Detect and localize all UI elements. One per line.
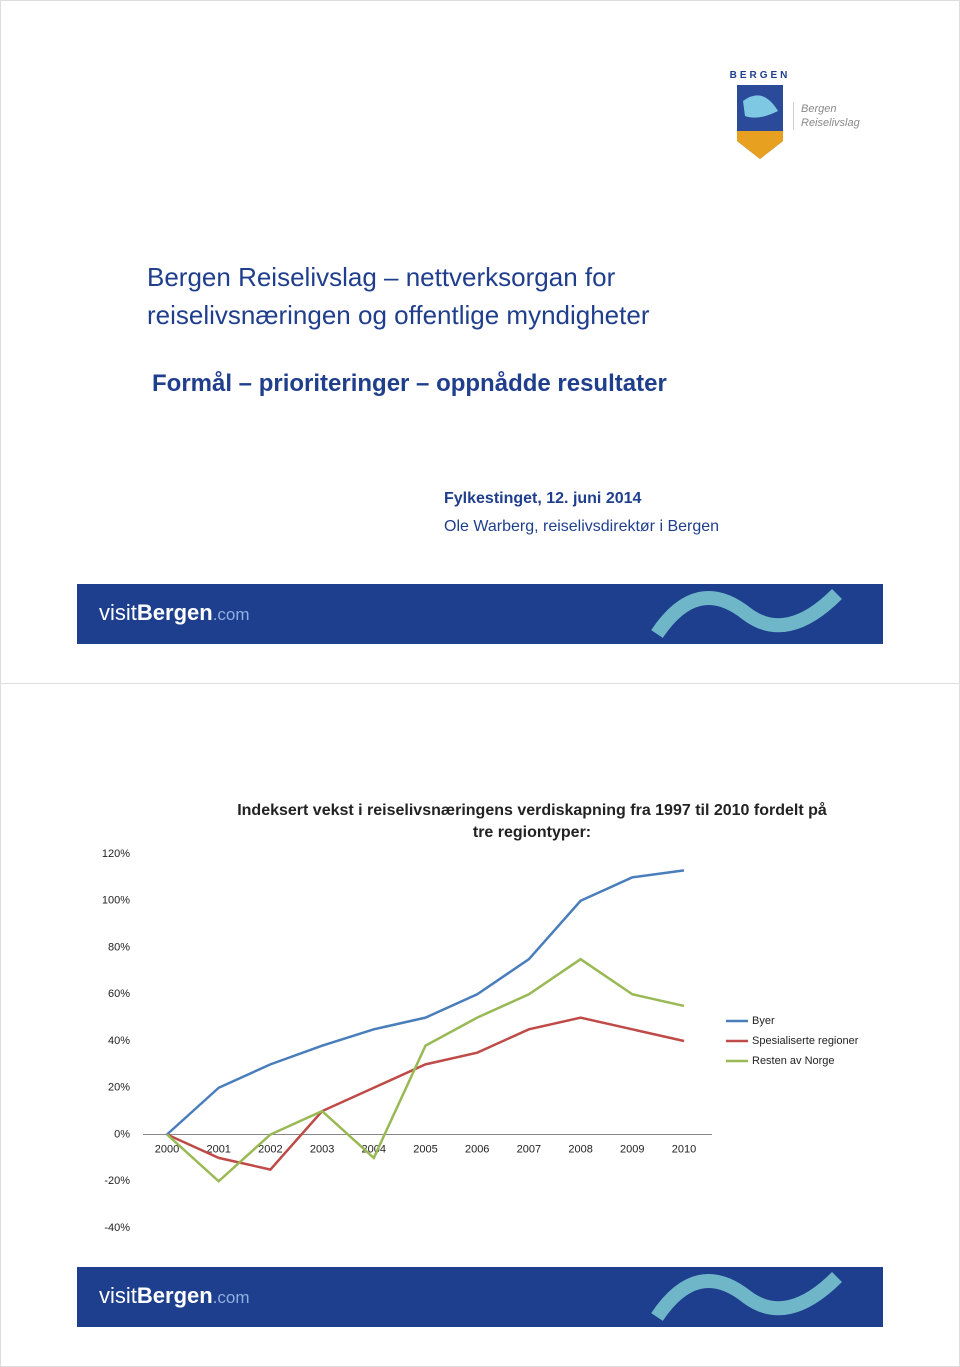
banner-text: .com (212, 1288, 250, 1307)
y-tick-label: -40% (104, 1222, 130, 1234)
y-tick-label: 0% (114, 1128, 130, 1140)
x-tick-label: 2006 (465, 1143, 489, 1155)
banner-art (651, 588, 842, 638)
logo-word: BERGEN (729, 70, 791, 81)
logo-org-line: Reiselivslag (801, 117, 860, 129)
legend-label: Byer (752, 1015, 775, 1027)
event: Fylkestinget, 12. juni 2014 (444, 490, 642, 507)
x-tick-label: 2007 (517, 1143, 541, 1155)
logo-org-line: Bergen (801, 103, 837, 115)
y-tick-label: 80% (108, 941, 130, 953)
speaker: Ole Warberg, reiselivsdirektør i Bergen (444, 518, 720, 535)
x-tick-label: 2005 (413, 1143, 437, 1155)
logo-shield (737, 85, 783, 159)
x-tick-label: 2002 (258, 1143, 282, 1155)
series-line (166, 957, 685, 1183)
legend-label: Resten av Norge (752, 1055, 835, 1067)
logo: BERGEN (725, 70, 795, 170)
slide-title: reiselivsnæringen og offentlige myndighe… (147, 300, 650, 330)
banner-logo: visitBergen.com (99, 600, 250, 626)
x-tick-label: 2000 (155, 1143, 179, 1155)
banner-art (651, 1271, 842, 1321)
legend-label: Spesialiserte regioner (752, 1035, 859, 1047)
banner-text: visit (99, 1283, 137, 1308)
y-tick-label: 100% (102, 895, 130, 907)
banner-text: Bergen (136, 1283, 213, 1308)
x-tick-label: 2008 (568, 1143, 592, 1155)
y-tick-label: 40% (108, 1035, 130, 1047)
slide-subtitle: Formål – prioriteringer – oppnådde resul… (152, 370, 667, 397)
y-tick-label: 60% (108, 988, 130, 1000)
logo-org: Bergen Reiselivslag (793, 102, 860, 130)
banner-text: .com (212, 605, 250, 624)
x-tick-label: 2001 (206, 1143, 230, 1155)
chart-title: Indeksert vekst i reiselivsnæringens ver… (237, 802, 827, 841)
y-tick-label: 20% (108, 1082, 130, 1094)
banner-text: Bergen (136, 600, 213, 625)
banner-text: visit (99, 600, 137, 625)
series-line (166, 1016, 685, 1171)
banner: visitBergen.com (77, 1267, 883, 1327)
banner-logo: visitBergen.com (99, 1283, 250, 1309)
slide-title: Bergen Reiselivslag – nettverksorgan for (147, 262, 616, 292)
x-tick-label: 2003 (310, 1143, 334, 1155)
y-tick-label: 120% (102, 848, 130, 860)
x-tick-label: 2009 (620, 1143, 644, 1155)
x-tick-label: 2010 (672, 1143, 696, 1155)
banner: visitBergen.com (77, 584, 883, 644)
y-tick-label: -20% (104, 1175, 130, 1187)
series-line (166, 869, 685, 1136)
